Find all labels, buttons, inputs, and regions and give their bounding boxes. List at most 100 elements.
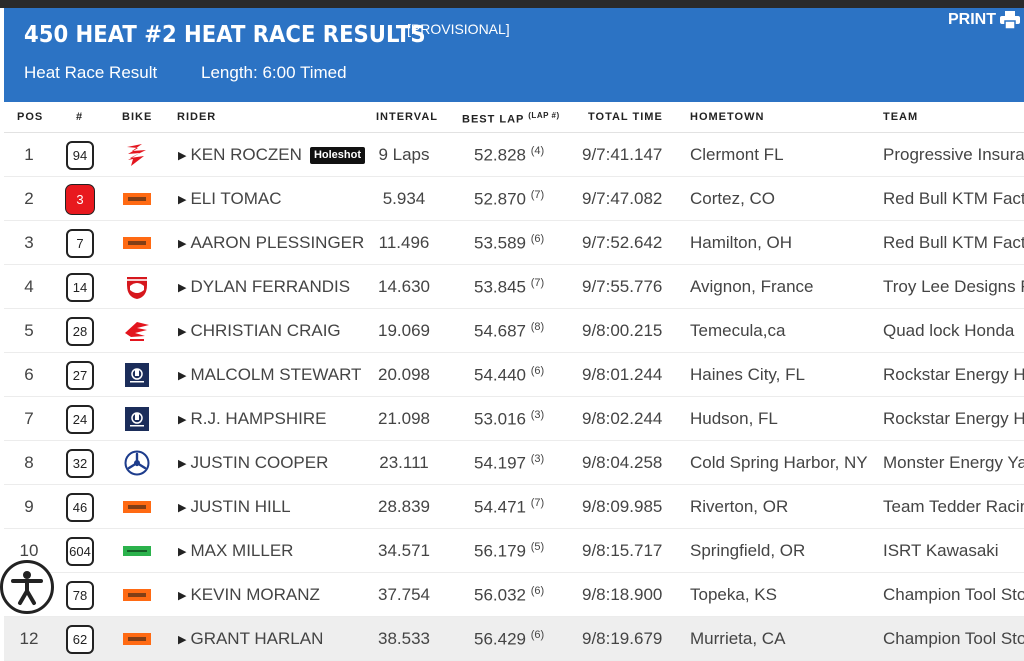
table-row[interactable]: 8 32 ▶ JUSTIN COOPER 23.111 54.197 (3) 9/8:04.… (4, 441, 1024, 485)
team: Team Tedder Racing (883, 497, 1024, 516)
best-lap-number: (3) (530, 453, 545, 465)
expand-arrow-icon[interactable]: ▶ (178, 633, 187, 646)
expand-arrow-icon[interactable]: ▶ (178, 325, 187, 338)
best-lap: 52.828 (4) (474, 145, 544, 166)
rider-link[interactable]: ▶ CHRISTIAN CRAIG (178, 321, 341, 341)
rider-name: DYLAN FERRANDIS (190, 277, 351, 296)
table-row[interactable]: 1 94 ▶ KEN ROCZEN Holeshot 9 Laps 52.828 (4) 9/… (4, 133, 1024, 177)
honda-logo-icon (122, 318, 152, 344)
best-lap-number: (7) (530, 189, 545, 201)
hometown: Avignon, France (690, 277, 814, 296)
rider-link[interactable]: ▶ R.J. HAMPSHIRE (178, 409, 327, 429)
interval: 34.571 (378, 541, 430, 560)
table-row[interactable]: 9 46 ▶ JUSTIN HILL 28.839 54.471 (7) 9/8:09.98… (4, 485, 1024, 529)
rider-link[interactable]: ▶ DYLAN FERRANDIS (178, 277, 350, 297)
best-lap: 56.429 (6) (474, 629, 544, 650)
expand-arrow-icon[interactable]: ▶ (178, 193, 187, 206)
interval: 28.839 (378, 497, 430, 516)
best-lap: 54.471 (7) (474, 497, 544, 518)
col-pos: POS (17, 111, 44, 123)
rider-number: 32 (66, 449, 94, 478)
rider-link[interactable]: ▶ KEVIN MORANZ (178, 585, 320, 605)
expand-arrow-icon[interactable]: ▶ (178, 281, 187, 294)
best-lap-time: 52.828 (474, 145, 526, 165)
hometown: Cortez, CO (690, 189, 776, 208)
table-row[interactable]: 12 62 ▶ GRANT HARLAN 38.533 56.429 (6) 9/8:19.… (4, 617, 1024, 661)
table-row[interactable]: 3 7 ▶ AARON PLESSINGER 11.496 53.589 (6) 9/7:5… (4, 221, 1024, 265)
interval: 20.098 (378, 365, 430, 384)
team: Champion Tool Stor (883, 629, 1024, 648)
position: 12 (19, 629, 39, 648)
position: 7 (24, 409, 34, 428)
rider-link[interactable]: ▶ JUSTIN HILL (178, 497, 291, 517)
hometown: Temecula,ca (690, 321, 786, 340)
interval: 21.098 (378, 409, 430, 428)
best-lap: 54.197 (3) (474, 453, 544, 474)
total-time: 9/8:04.258 (582, 453, 663, 472)
col-bike: BIKE (122, 111, 153, 123)
table-row[interactable]: 4 14 ▶ DYLAN FERRANDIS 14.630 53.845 (7) 9/7:5… (4, 265, 1024, 309)
rider-link[interactable]: ▶ MAX MILLER (178, 541, 293, 561)
ktm-logo-icon (122, 494, 152, 520)
husqvarna-logo-icon (122, 406, 152, 432)
rider-name: JUSTIN HILL (190, 497, 291, 516)
team: Champion Tool Stor (883, 585, 1024, 604)
rider-link[interactable]: ▶ MALCOLM STEWART (178, 365, 361, 385)
rider-link[interactable]: ▶ JUSTIN COOPER (178, 453, 328, 473)
print-button[interactable]: PRINT (948, 11, 1020, 29)
best-lap: 53.845 (7) (474, 277, 544, 298)
rider-number: 14 (66, 273, 94, 302)
total-time: 9/7:47.082 (582, 189, 663, 208)
team: Rockstar Energy Hus (883, 365, 1024, 384)
expand-arrow-icon[interactable]: ▶ (178, 369, 187, 382)
best-lap: 53.016 (3) (474, 409, 544, 430)
best-lap-number: (6) (530, 365, 545, 377)
best-lap-time: 53.845 (474, 277, 526, 297)
col-best-lap: BEST LAP (LAP #) (462, 111, 560, 126)
results-header: 450 HEAT #2 HEAT RACE RESULTS [PROVISION… (4, 8, 1024, 102)
team: Red Bull KTM Factor (883, 189, 1024, 208)
expand-arrow-icon[interactable]: ▶ (178, 413, 187, 426)
rider-link[interactable]: ▶ KEN ROCZEN Holeshot (178, 145, 365, 165)
expand-arrow-icon[interactable]: ▶ (178, 501, 187, 514)
expand-arrow-icon[interactable]: ▶ (178, 149, 187, 162)
rider-number: 24 (66, 405, 94, 434)
ktm-logo-icon (122, 582, 152, 608)
col-number: # (76, 111, 84, 123)
position: 2 (24, 189, 34, 208)
position: 6 (24, 365, 34, 384)
rider-link[interactable]: ▶ GRANT HARLAN (178, 629, 323, 649)
ducati-logo-icon (122, 274, 152, 300)
rider-name: MALCOLM STEWART (190, 365, 362, 384)
table-row[interactable]: 5 28 ▶ CHRISTIAN CRAIG 19.069 54.687 (8) 9/8:0… (4, 309, 1024, 353)
total-time: 9/8:00.215 (582, 321, 663, 340)
rider-number: 78 (66, 581, 94, 610)
suzuki-logo-icon (122, 142, 152, 168)
rider-link[interactable]: ▶ ELI TOMAC (178, 189, 281, 209)
table-row[interactable]: 2 3 ▶ ELI TOMAC 5.934 52.870 (7) 9/7:47.082 Cor… (4, 177, 1024, 221)
rider-name: GRANT HARLAN (190, 629, 324, 648)
rider-name: JUSTIN COOPER (190, 453, 329, 472)
rider-number: 7 (66, 229, 94, 258)
rider-link[interactable]: ▶ AARON PLESSINGER (178, 233, 364, 253)
expand-arrow-icon[interactable]: ▶ (178, 589, 187, 602)
best-lap-time: 54.197 (474, 453, 526, 473)
table-row[interactable]: 6 27 ▶ MALCOLM STEWART 20.098 54.440 (6) 9/8:0… (4, 353, 1024, 397)
rider-number: 94 (66, 141, 94, 170)
best-lap: 56.179 (5) (474, 541, 544, 562)
ktm-logo-icon (122, 186, 152, 212)
expand-arrow-icon[interactable]: ▶ (178, 457, 187, 470)
best-lap-time: 53.016 (474, 409, 526, 429)
total-time: 9/7:41.147 (582, 145, 663, 164)
col-best-lap-sup: (LAP #) (528, 111, 560, 120)
table-row[interactable]: 10 604 ▶ MAX MILLER 34.571 56.179 (5) 9/8:15.7… (4, 529, 1024, 573)
table-row[interactable]: 7 24 ▶ R.J. HAMPSHIRE 21.098 53.016 (3) 9/8:02… (4, 397, 1024, 441)
hometown: Riverton, OR (690, 497, 789, 516)
expand-arrow-icon[interactable]: ▶ (178, 237, 187, 250)
col-rider: RIDER (177, 111, 217, 123)
hometown: Clermont FL (690, 145, 784, 164)
accessibility-button[interactable] (0, 560, 54, 614)
best-lap-time: 54.687 (474, 321, 526, 341)
expand-arrow-icon[interactable]: ▶ (178, 545, 187, 558)
